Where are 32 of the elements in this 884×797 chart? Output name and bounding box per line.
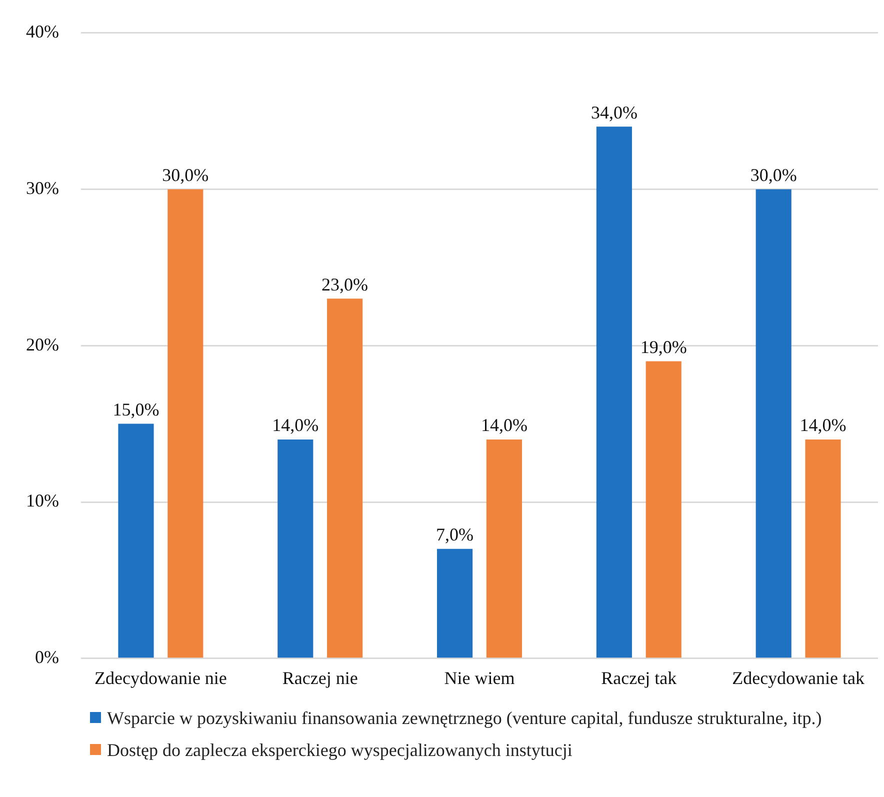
x-tick-label: Raczej nie [282,668,358,688]
bar [118,424,154,658]
data-label: 14,0% [480,415,528,436]
x-tick-label: Zdecydowanie nie [94,668,227,688]
data-label: 30,0% [750,164,797,185]
bar [437,548,473,658]
bar [327,298,363,658]
bar [596,126,632,658]
x-tick-label: Zdecydowanie tak [732,668,865,688]
bar [756,189,792,658]
x-tick-label: Raczej tak [601,668,677,688]
data-label: 34,0% [590,102,638,122]
data-label: 14,0% [800,415,846,436]
bar [486,439,522,658]
data-label: 7,0% [436,524,474,545]
y-tick-label: 10% [26,490,59,511]
data-label: 19,0% [640,336,687,357]
y-tick-label: 0% [34,647,59,668]
bar [278,439,314,658]
data-label: 30,0% [162,164,209,185]
x-tick-label: Nie wiem [444,668,515,688]
data-label: 15,0% [112,400,160,420]
bar [646,361,682,658]
y-tick-label: 40% [26,22,59,42]
y-tick-label: 30% [26,178,59,198]
bar [805,439,841,658]
data-label: 23,0% [322,274,368,294]
data-label: 14,0% [272,415,319,436]
legend-label: Dostęp do zaplecza eksperckiego wyspecjalizowanych instytucji [107,739,572,762]
y-tick-label: 20% [26,334,59,354]
bar [168,189,204,658]
legend-label: Wsparcie w pozyskiwaniu finansowania zewnętrznego (venture capital, fundusze strukturalne, itp.) [107,707,822,730]
